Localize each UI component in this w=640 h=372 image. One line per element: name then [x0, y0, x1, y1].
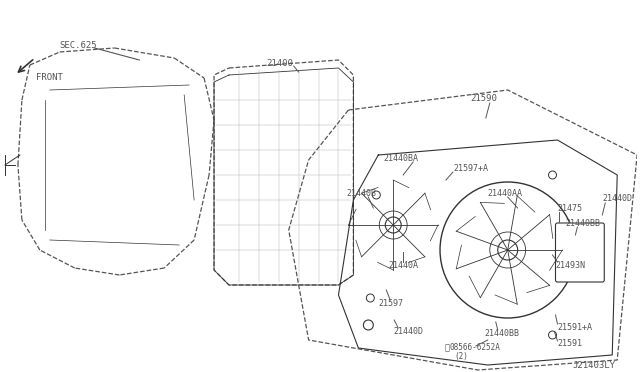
Text: 21590: 21590 — [470, 93, 497, 103]
FancyBboxPatch shape — [556, 223, 604, 282]
Text: J21403LY: J21403LY — [572, 360, 616, 369]
Text: 21597+A: 21597+A — [453, 164, 488, 173]
Text: 21440BB: 21440BB — [485, 328, 520, 337]
Text: 21597: 21597 — [378, 298, 403, 308]
Text: 21440BA: 21440BA — [383, 154, 419, 163]
Circle shape — [548, 331, 557, 339]
Text: 21440AA: 21440AA — [488, 189, 523, 198]
Text: 21440D: 21440D — [393, 327, 423, 337]
Text: 08566-6252A: 08566-6252A — [450, 343, 501, 353]
Text: 21493N: 21493N — [556, 260, 586, 269]
Text: SEC.625: SEC.625 — [60, 41, 97, 49]
Text: 21400: 21400 — [267, 58, 294, 67]
Text: (2): (2) — [454, 353, 468, 362]
Text: 21591: 21591 — [557, 340, 582, 349]
Circle shape — [372, 191, 380, 199]
Text: 21440B: 21440B — [346, 189, 376, 198]
Text: 21475: 21475 — [557, 203, 582, 212]
Text: 21440A: 21440A — [388, 260, 419, 269]
Circle shape — [548, 171, 557, 179]
Text: 21591+A: 21591+A — [557, 324, 593, 333]
Circle shape — [385, 217, 401, 233]
Circle shape — [366, 294, 374, 302]
Text: 21440BB: 21440BB — [566, 218, 600, 228]
Circle shape — [364, 320, 373, 330]
Text: Ⓢ: Ⓢ — [445, 343, 449, 353]
Text: 21440D: 21440D — [602, 193, 632, 202]
Text: FRONT: FRONT — [36, 73, 63, 81]
Circle shape — [498, 240, 518, 260]
